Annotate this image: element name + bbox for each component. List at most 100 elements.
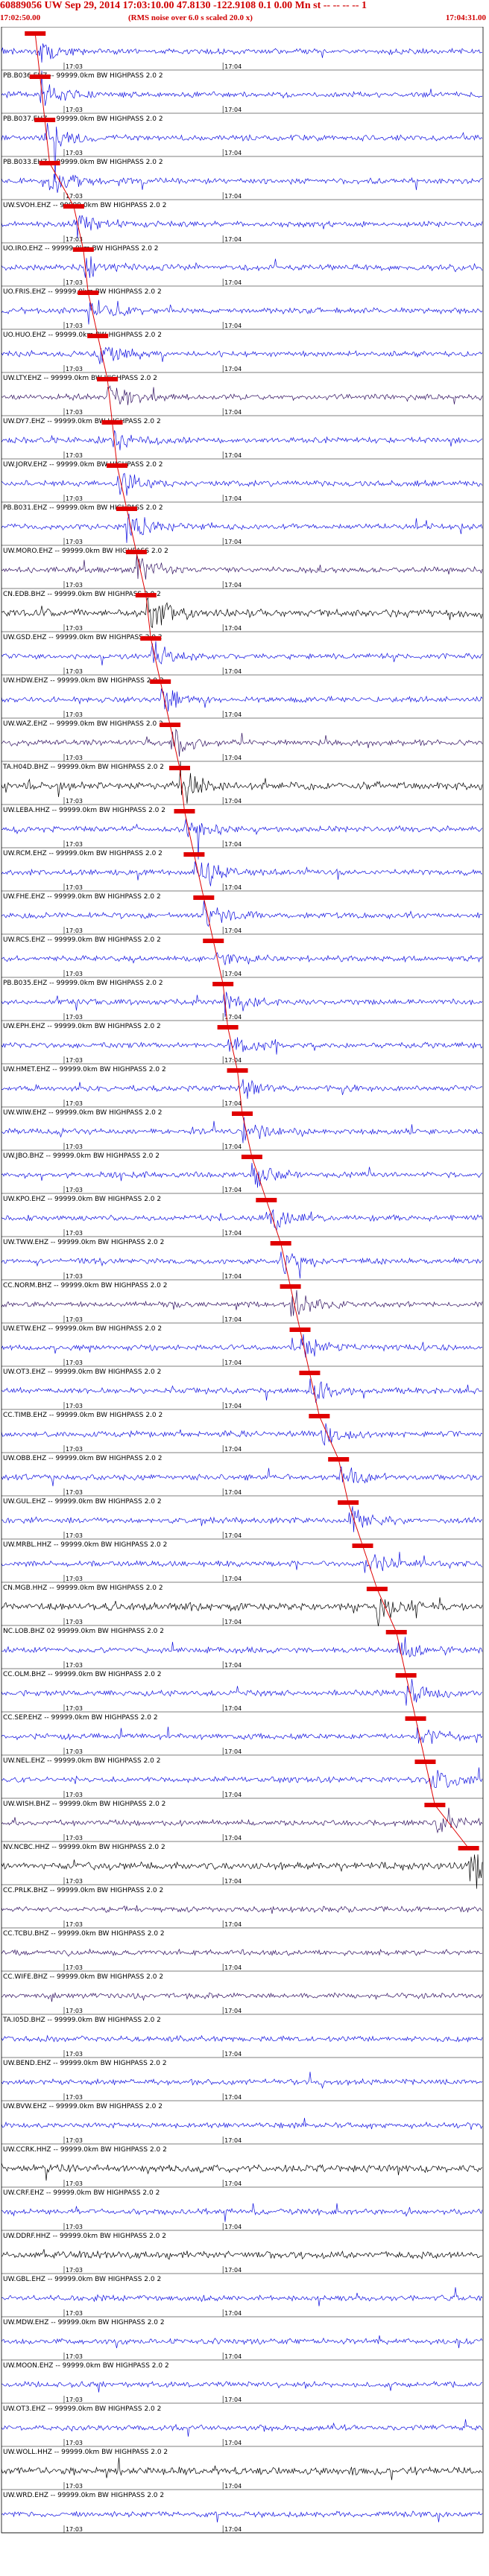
time-tick-label: 17:03 <box>66 1057 83 1064</box>
channel-label: UW.JORV.EHZ -- 99999.0km BW HIGHPASS 2.0… <box>3 461 163 469</box>
channel-label: UW.GSD.EHZ -- 99999.0km BW HIGHPASS 2.0 … <box>3 634 163 641</box>
time-tick-label: 17:04 <box>224 1057 242 1064</box>
waveform-trace <box>1 1251 483 1279</box>
time-tick-label: 17:04 <box>224 150 242 156</box>
time-tick-label: 17:04 <box>224 841 242 848</box>
time-tick-label: 17:03 <box>66 927 83 934</box>
time-tick-label: 17:03 <box>66 2483 83 2490</box>
channel-row: 17:03 17:04 PB.B036.EHZ -- 99999.0km BW HI… <box>1 70 483 114</box>
channel-row: 17:03 17:04 UW.MDW.EHZ -- 99999.0km BW HIG… <box>1 2319 483 2361</box>
waveform-trace <box>1 70 483 107</box>
channel-label: NC.LOB.BHZ 02 99999.0km BW HIGHPASS 2.0 … <box>3 1628 164 1635</box>
time-tick-label: 17:04 <box>224 2353 242 2360</box>
channel-label: UW.OT3.EHZ -- 99999.0km BW HIGHPASS 2.0 … <box>3 2405 161 2413</box>
seismogram-plot: 17:03 17:04 17:03 17:04 PB.B036.EHZ -- 99999… <box>1 27 484 2534</box>
channel-row: 17:03 17:04 CC.TCBU.BHZ -- 99999.0km BW HI… <box>1 1930 483 1972</box>
time-tick-label: 17:04 <box>224 1273 242 1280</box>
time-tick-label: 17:04 <box>224 1662 242 1669</box>
channel-row: 17:03 17:04 UW.CRF.EHZ -- 99999.0km BW HIG… <box>1 2189 483 2231</box>
phase-pick-marker <box>458 1846 479 1850</box>
channel-row: 17:03 17:04 UW.GUL.EHZ -- 99999.0km BW HIG… <box>1 1498 483 1540</box>
waveform-trace <box>1 385 483 405</box>
channel-label: UW.KPO.EHZ -- 99999.0km BW HIGHPASS 2.0 … <box>3 1196 161 1203</box>
channel-label: UW.MORO.EHZ -- 99999.0km BW HIGHPASS 2.0… <box>3 548 168 555</box>
channel-label: UW.DY7.EHZ -- 99999.0km BW HIGHPASS 2.0 … <box>3 418 161 425</box>
time-tick-label: 17:03 <box>66 971 83 977</box>
waveform-trace <box>1 861 482 886</box>
channel-row: 17:03 17:04 UW.LTY.EHZ -- 99999.0km BW HIG… <box>1 375 483 416</box>
channel-label: CC.WIFE.BHZ -- 99999.0km BW HIGHPASS 2.0… <box>3 1973 163 1981</box>
channel-label: UW.OT3.EHZ -- 99999.0km BW HIGHPASS 2.0 … <box>3 1368 161 1376</box>
waveform-trace <box>1 1378 483 1403</box>
time-tick-label: 17:03 <box>66 798 83 805</box>
time-tick-label: 17:04 <box>224 971 242 977</box>
channel-row: 17:03 17:04 UW.DY7.EHZ -- 99999.0km BW HIG… <box>1 418 483 460</box>
time-tick-label: 17:04 <box>224 1619 242 1625</box>
time-tick-label: 17:03 <box>66 755 83 761</box>
time-tick-label: 17:03 <box>66 1100 83 1107</box>
channel-row: 17:03 17:04 UW.BVW.EHZ -- 99999.0km BW HIG… <box>1 2103 483 2145</box>
time-tick-label: 17:03 <box>66 841 83 848</box>
channel-label: UW.WIW.EHZ -- 99999.0km BW HIGHPASS 2.0 … <box>3 1109 162 1117</box>
time-tick-label: 17:03 <box>66 2224 83 2230</box>
channel-label: UW.ETW.EHZ -- 99999.0km BW HIGHPASS 2.0 … <box>3 1325 162 1333</box>
waveform-trace <box>1 215 483 238</box>
time-tick-label: 17:03 <box>66 1143 83 1150</box>
time-tick-label: 17:04 <box>224 2137 242 2144</box>
time-tick-label: 17:04 <box>224 63 242 70</box>
record-header: 60889056 UW Sep 29, 2014 17:03:10.00 47.… <box>0 0 489 27</box>
channel-label: TA.H04D.BHZ -- 99999.0km BW HIGHPASS 2.0… <box>2 764 164 771</box>
waveform-trace <box>1 1725 483 1744</box>
channel-row: 17:03 17:04 PB.B037.EHZ -- 99999.0km BW HI… <box>1 115 483 182</box>
time-tick-label: 17:04 <box>224 193 242 200</box>
channel-row: 17:03 17:04 UW.WIW.EHZ -- 99999.0km BW HIG… <box>1 1109 483 1151</box>
waveform-trace <box>1 761 483 804</box>
channel-label: PB.B037.EHZ -- 99999.0km BW HIGHPASS 2.0… <box>3 115 163 123</box>
waveform-trace <box>1 2249 483 2260</box>
time-tick-label: 17:04 <box>224 711 242 718</box>
waveform-trace <box>1 1333 483 1358</box>
channel-label: UW.HMET.EHZ -- 99999.0km BW HIGHPASS 2.0… <box>3 1066 166 1073</box>
time-tick-label: 17:03 <box>66 1835 83 1841</box>
channel-label: PB.B036.EHZ -- 99999.0km BW HIGHPASS 2.0… <box>3 72 163 80</box>
channel-row: 17:03 17:04 <box>1 31 483 71</box>
channel-row: 17:03 17:04 UW.WISH.BHZ -- 99999.0km BW HI… <box>1 1801 483 1842</box>
time-tick-label: 17:03 <box>66 711 83 718</box>
waveform-trace <box>1 1905 482 1914</box>
channel-label: UW.OBB.EHZ -- 99999.0km BW HIGHPASS 2.0 … <box>3 1455 162 1462</box>
waveform-trace <box>1 1079 483 1100</box>
time-tick-label: 17:04 <box>224 1143 242 1150</box>
channel-row: 17:03 17:04 CC.WIFE.BHZ -- 99999.0km BW HI… <box>1 1973 483 2015</box>
channel-row: 17:03 17:04 NC.LOB.BHZ 02 99999.0km BW HIG… <box>1 1628 483 1669</box>
waveform-trace <box>1 346 483 364</box>
waveform-trace <box>1 1423 483 1446</box>
channel-row: 17:03 17:04 CC.NORM.BHZ -- 99999.0km BW HI… <box>1 1282 483 1324</box>
time-tick-label: 17:04 <box>224 2008 242 2014</box>
time-tick-label: 17:04 <box>224 1835 242 1841</box>
waveform-trace <box>1 2458 483 2481</box>
time-tick-label: 17:04 <box>224 1230 242 1237</box>
time-tick-label: 17:04 <box>224 409 242 416</box>
waveform-trace <box>1 2380 483 2393</box>
channel-label: UW.BEND.EHZ -- 99999.0km BW HIGHPASS 2.0… <box>3 2060 167 2067</box>
time-tick-label: 17:04 <box>224 1446 242 1453</box>
waveform-trace <box>1 1037 483 1055</box>
moveout-line <box>34 33 469 1849</box>
channel-label: CC.PRLK.BHZ -- 99999.0km BW HIGHPASS 2.0… <box>3 1887 163 1894</box>
channel-row: 17:03 17:04 UW.WOLL.HHZ -- 99999.0km BW HI… <box>1 2449 483 2490</box>
time-tick-label: 17:03 <box>66 2396 83 2403</box>
channel-label: UW.DDRF.HHZ -- 99999.0km BW HIGHPASS 2.0… <box>3 2233 166 2240</box>
time-tick-label: 17:03 <box>66 1187 83 1193</box>
waveform-trace <box>1 1767 483 1789</box>
channel-row: 17:03 17:04 PB.B033.EHZ -- 99999.0km BW HI… <box>1 159 483 200</box>
time-tick-label: 17:03 <box>66 1316 83 1323</box>
waveform-trace <box>1 513 483 543</box>
time-tick-label: 17:03 <box>66 2526 83 2533</box>
channel-row: 17:03 17:04 UW.OT3.EHZ -- 99999.0km BW HIG… <box>1 2405 483 2447</box>
time-tick-label: 17:04 <box>224 1489 242 1496</box>
channel-label: UW.WOLL.HHZ -- 99999.0km BW HIGHPASS 2.0… <box>3 2449 168 2456</box>
channel-row: 17:03 17:04 CN.EDB.BHZ -- 99999.0km BW HIG… <box>1 591 483 632</box>
waveform-trace <box>1 1209 483 1231</box>
time-tick-label: 17:04 <box>224 1403 242 1409</box>
waveform-trace <box>1 728 483 757</box>
